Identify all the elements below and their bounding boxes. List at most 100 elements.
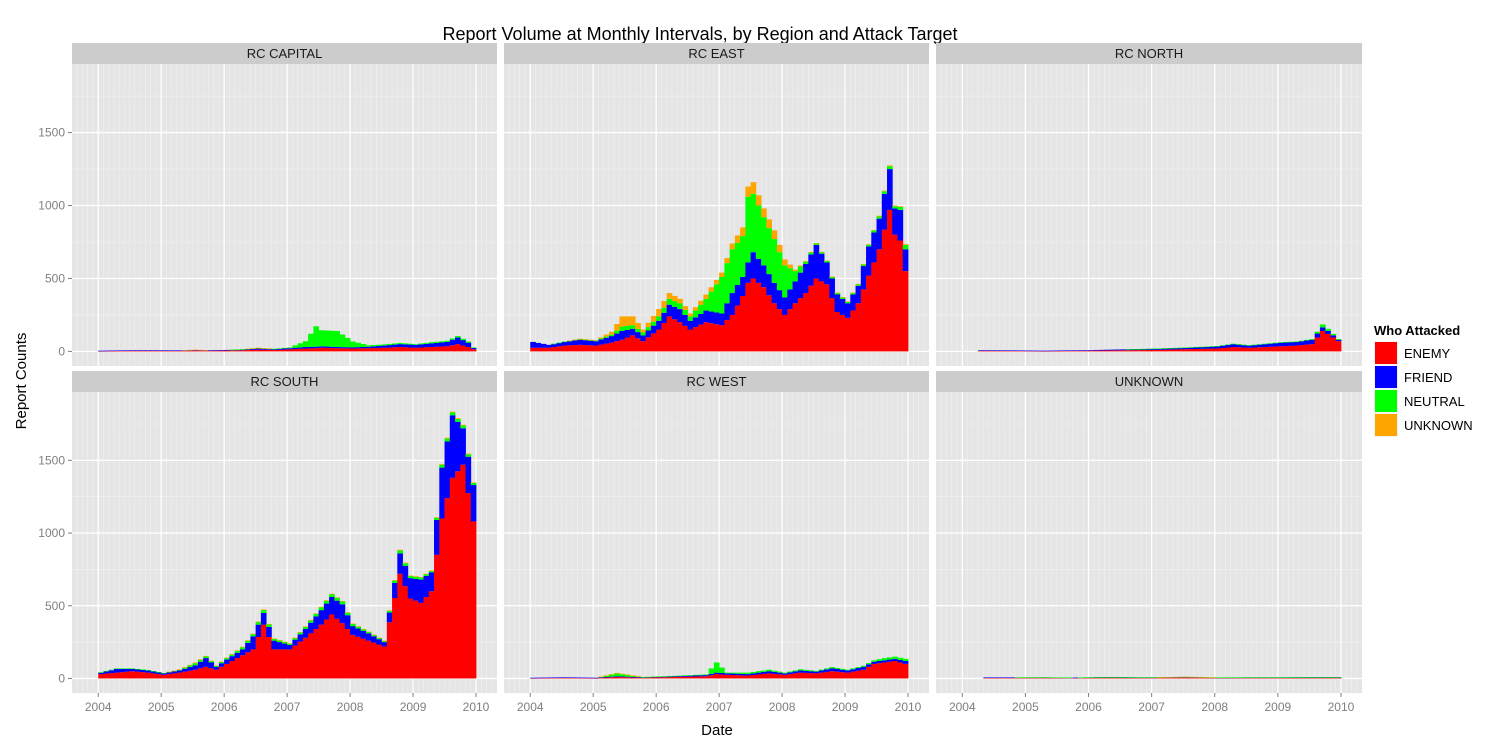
bar-segment-friend xyxy=(797,670,804,673)
bar-segment-neutral xyxy=(892,656,898,659)
bar-segment-neutral xyxy=(287,643,293,646)
strip-unknown xyxy=(936,371,1362,392)
bar-segment-enemy xyxy=(645,337,652,352)
bar-segment-unknown xyxy=(203,350,209,351)
bar-segment-unknown xyxy=(1156,677,1163,678)
bar-segment-friend xyxy=(988,350,995,351)
bar-segment-unknown xyxy=(266,348,272,350)
bar-segment-enemy xyxy=(1041,677,1047,679)
bar-segment-enemy xyxy=(271,349,278,352)
bar-segment-friend xyxy=(640,335,647,342)
bar-segment-enemy xyxy=(1272,677,1279,679)
y-axis-title: Report Counts xyxy=(13,333,30,430)
bar-segment-friend xyxy=(818,670,825,673)
bar-segment-enemy xyxy=(881,229,888,352)
bar-segment-friend xyxy=(365,346,372,349)
bar-segment-neutral xyxy=(629,675,636,677)
bar-segment-enemy xyxy=(292,349,299,352)
bar-segment-neutral xyxy=(650,321,657,326)
bar-segment-unknown xyxy=(566,340,573,342)
bar-segment-friend xyxy=(397,553,403,574)
bar-segment-enemy xyxy=(1272,346,1279,352)
bar-segment-neutral xyxy=(1298,677,1305,678)
bar-segment-neutral xyxy=(766,228,772,275)
bar-segment-neutral xyxy=(192,663,199,666)
bar-segment-friend xyxy=(119,669,125,673)
legend-key-swatch xyxy=(1375,390,1397,412)
bar-segment-friend xyxy=(866,664,872,667)
bar-segment-friend xyxy=(771,671,778,674)
bar-segment-neutral xyxy=(428,342,435,344)
bar-segment-neutral xyxy=(782,265,788,298)
bar-segment-enemy xyxy=(703,676,710,679)
bar-segment-unknown xyxy=(866,244,872,245)
bar-segment-enemy xyxy=(1067,350,1074,352)
bar-segment-friend xyxy=(166,672,173,675)
bar-segment-neutral xyxy=(203,656,209,659)
bar-segment-friend xyxy=(876,218,883,250)
bar-segment-friend xyxy=(1277,342,1284,347)
strip-rc-south xyxy=(72,371,497,392)
bar-segment-friend xyxy=(260,348,267,350)
legend-entry-neutral: NEUTRAL xyxy=(1374,389,1465,413)
bar-segment-unknown xyxy=(423,573,430,575)
bar-segment-enemy xyxy=(134,671,141,679)
bar-segment-friend xyxy=(988,677,995,679)
bar-segment-neutral xyxy=(281,347,288,349)
bar-segment-enemy xyxy=(239,350,246,352)
bar-segment-friend xyxy=(1093,349,1100,351)
bar-segment-friend xyxy=(1204,346,1210,349)
bar-segment-friend xyxy=(1267,343,1273,347)
bar-segment-enemy xyxy=(281,349,288,352)
bar-segment-enemy xyxy=(803,672,809,679)
bar-segment-neutral xyxy=(287,347,293,349)
x-tick-label: 2006 xyxy=(643,700,670,714)
bar-segment-friend xyxy=(439,342,445,347)
bar-segment-friend xyxy=(1198,347,1205,349)
bar-segment-enemy xyxy=(598,677,605,679)
bar-segment-enemy xyxy=(103,673,110,679)
bar-segment-enemy xyxy=(334,618,340,679)
bar-segment-friend xyxy=(1156,348,1163,350)
bar-segment-neutral xyxy=(824,260,830,263)
bar-segment-unknown xyxy=(719,272,725,278)
bar-segment-neutral xyxy=(1025,677,1032,678)
bar-segment-unknown xyxy=(645,322,652,328)
bar-segment-neutral xyxy=(682,675,689,676)
bar-segment-neutral xyxy=(551,343,557,345)
bar-segment-enemy xyxy=(839,672,846,679)
bar-segment-enemy xyxy=(297,348,304,352)
bar-segment-friend xyxy=(428,572,435,592)
bar-segment-friend xyxy=(1004,350,1011,351)
bar-segment-friend xyxy=(1256,344,1263,348)
bar-segment-neutral xyxy=(692,310,699,318)
bar-segment-friend xyxy=(1304,340,1310,345)
bar-segment-friend xyxy=(635,332,641,339)
bar-segment-neutral xyxy=(1277,677,1284,678)
bar-segment-friend xyxy=(866,246,872,276)
bar-segment-friend xyxy=(803,263,809,294)
bar-segment-enemy xyxy=(1235,347,1242,352)
bar-segment-enemy xyxy=(1209,348,1216,352)
bar-segment-friend xyxy=(213,350,220,351)
strip-rc-north xyxy=(936,43,1362,64)
bar-segment-friend xyxy=(250,636,257,650)
bar-segment-enemy xyxy=(1099,677,1105,679)
bar-segment-unknown xyxy=(439,463,445,465)
bar-segment-unknown xyxy=(834,292,841,294)
bar-segment-enemy xyxy=(887,209,893,352)
bar-segment-enemy xyxy=(407,598,414,679)
bar-segment-enemy xyxy=(766,673,772,679)
bar-segment-enemy xyxy=(999,677,1005,679)
bar-segment-friend xyxy=(587,340,594,346)
bar-segment-friend xyxy=(276,348,283,350)
bar-segment-enemy xyxy=(876,249,883,352)
bar-segment-friend xyxy=(1114,349,1121,351)
bar-segment-unknown xyxy=(1193,676,1200,678)
bar-segment-enemy xyxy=(782,314,788,352)
bar-segment-friend xyxy=(687,675,694,677)
bar-segment-friend xyxy=(839,298,846,315)
bar-segment-neutral xyxy=(677,303,683,310)
bar-segment-neutral xyxy=(276,348,283,349)
bar-segment-friend xyxy=(129,350,136,351)
